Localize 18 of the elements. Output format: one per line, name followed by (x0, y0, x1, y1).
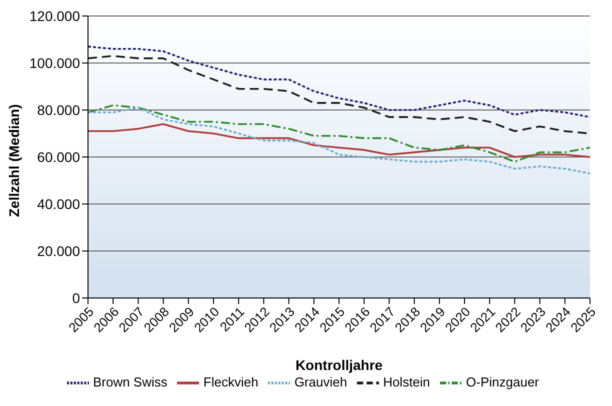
legend-label: Brown Swiss (92, 374, 168, 390)
line-series (88, 104, 590, 163)
y-tick-label: 100.000 (29, 54, 80, 71)
line-series (88, 106, 590, 174)
y-axis-title: Zellzahl (Median) (6, 104, 22, 217)
legend-label: O-Pinzgauer (466, 374, 540, 390)
legend-label: Fleckvieh (203, 374, 258, 390)
y-tick-label: 20.000 (37, 242, 80, 259)
y-tick-label: 120.000 (29, 8, 80, 24)
x-axis-title: Kontrolljahre (295, 357, 383, 373)
line-series (88, 46, 590, 118)
y-tick-label: 60.000 (37, 148, 80, 165)
legend-label: Holstein (383, 374, 430, 390)
legend-label: Grauvieh (294, 374, 348, 390)
y-tick-label: 40.000 (37, 196, 80, 212)
y-tick-label: 80.000 (37, 102, 80, 118)
line-series (88, 123, 590, 158)
y-tick-label: 0 (72, 290, 80, 306)
